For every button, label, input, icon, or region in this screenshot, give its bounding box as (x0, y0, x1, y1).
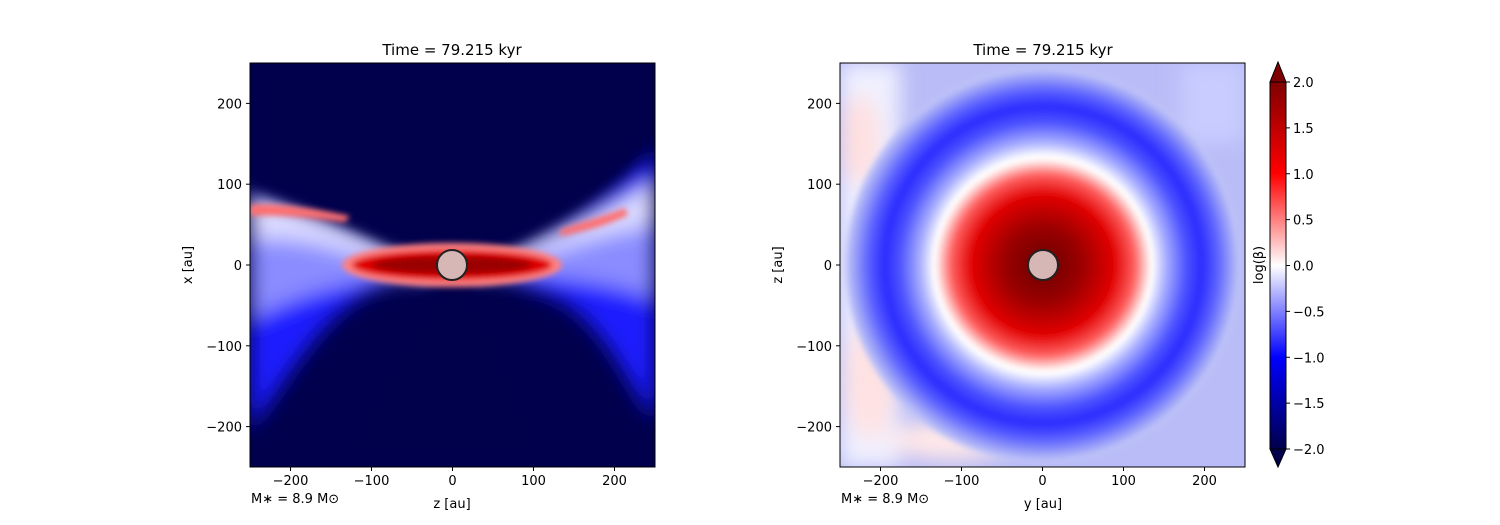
colorbar-tick-label: −1.0 (1293, 351, 1325, 366)
right-ytick-label: 200 (807, 97, 832, 112)
right-title: Time = 79.215 kyr (972, 41, 1113, 59)
left-mass-annotation: M∗ = 8.9 M⊙ (251, 492, 339, 507)
colorbar-tick-label: 1.5 (1293, 122, 1314, 137)
right-axis-ticks: −200 −100 0 100 200 −200 −100 0 100 200 (796, 97, 1217, 489)
right-xtick-label: 100 (1111, 474, 1136, 489)
colorbar-tick-label: 0.5 (1293, 214, 1314, 229)
left-ytick-label: −100 (206, 340, 242, 355)
left-sink-marker (436, 249, 468, 281)
right-xlabel: y [au] (1024, 497, 1062, 512)
colorbar: −2.0 −1.5 −1.0 −0.5 0.0 0.5 1.0 1.5 2.0 log(β) (1252, 60, 1325, 469)
left-xtick-label: −100 (354, 474, 390, 489)
colorbar-tick-label: −1.5 (1293, 397, 1325, 412)
right-xtick-label: −100 (944, 474, 980, 489)
colorbar-gradient (1270, 82, 1286, 449)
left-ytick-label: 100 (217, 178, 242, 193)
colorbar-tick-label: −2.0 (1293, 443, 1325, 458)
right-xtick-label: 200 (1192, 474, 1217, 489)
left-xtick-label: −200 (273, 474, 309, 489)
left-xtick-label: 200 (602, 474, 627, 489)
left-xtick-label: 100 (521, 474, 546, 489)
right-ytick-label: −100 (796, 340, 832, 355)
right-xtick-label: −200 (863, 474, 899, 489)
right-ytick-label: −200 (796, 421, 832, 436)
right-ytick-label: 0 (824, 259, 832, 274)
right-mass-annotation: M∗ = 8.9 M⊙ (841, 492, 929, 507)
left-axis-ticks: −200 −100 0 100 200 −200 −100 0 100 200 (206, 97, 627, 489)
colorbar-tick-label: −0.5 (1293, 305, 1325, 320)
colorbar-ticks: −2.0 −1.5 −1.0 −0.5 0.0 0.5 1.0 1.5 2.0 (1286, 76, 1325, 458)
colorbar-tick-label: 2.0 (1293, 76, 1314, 91)
left-xlabel: z [au] (433, 497, 470, 512)
left-xtick-label: 0 (448, 474, 456, 489)
colorbar-tick-label: 0.0 (1293, 260, 1314, 275)
right-ytick-label: 100 (807, 178, 832, 193)
panel-left-heatmap: −200 −100 0 100 200 −200 −100 0 100 200 Time = 79… (181, 41, 656, 512)
colorbar-extend-max (1269, 60, 1287, 83)
colorbar-tick-label: 1.0 (1293, 168, 1314, 183)
right-xtick-label: 0 (1038, 474, 1046, 489)
right-sink-marker (1027, 249, 1059, 281)
colorbar-label: log(β) (1252, 246, 1267, 284)
left-ytick-label: 0 (234, 259, 242, 274)
colorbar-extend-min (1269, 448, 1287, 469)
right-ylabel: z [au] (771, 246, 786, 283)
left-ylabel: x [au] (181, 246, 196, 284)
left-ytick-label: 200 (217, 97, 242, 112)
left-ytick-label: −200 (206, 421, 242, 436)
panel-right-heatmap: −200 −100 0 100 200 −200 −100 0 100 200 Time = 79… (771, 41, 1246, 512)
left-title: Time = 79.215 kyr (381, 41, 522, 59)
